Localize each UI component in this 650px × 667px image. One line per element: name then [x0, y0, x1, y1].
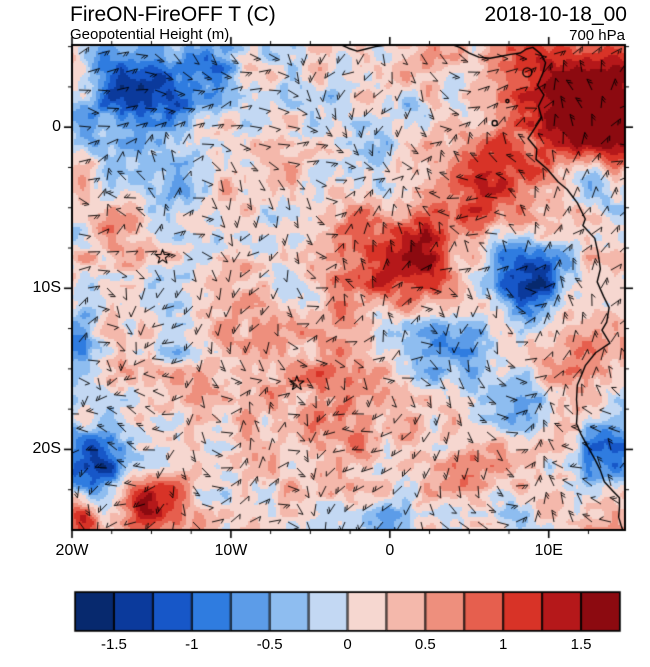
plot-datetime: 2018-10-18_00 — [484, 3, 627, 26]
colorbar-tick-label: 0 — [343, 636, 352, 653]
x-axis-tick-label: 10W — [214, 542, 248, 559]
plot-title: FireON-FireOFF T (C) — [70, 3, 276, 26]
y-axis-tick-label: 10S — [32, 279, 61, 297]
x-axis-tick-label: 20W — [55, 542, 89, 559]
y-axis-tick-label: 20S — [32, 440, 61, 458]
x-axis-tick-label: 10E — [534, 542, 563, 559]
colorbar-tick-label: 1.5 — [570, 636, 592, 653]
colorbar-tick-label: -1.5 — [100, 636, 127, 653]
x-axis-tick-label: 0 — [385, 542, 395, 559]
colorbar-tick-label: -0.5 — [256, 636, 283, 653]
colorbar-tick-label: -1 — [185, 636, 199, 653]
plot-subtitle: Geopotential Height (m) — [70, 26, 230, 43]
colorbar-tick-label: 0.5 — [414, 636, 436, 653]
colorbar-tick-label: 1 — [499, 636, 508, 653]
plot-level: 700 hPa — [569, 27, 625, 44]
y-axis-tick-label: 0 — [52, 118, 61, 136]
